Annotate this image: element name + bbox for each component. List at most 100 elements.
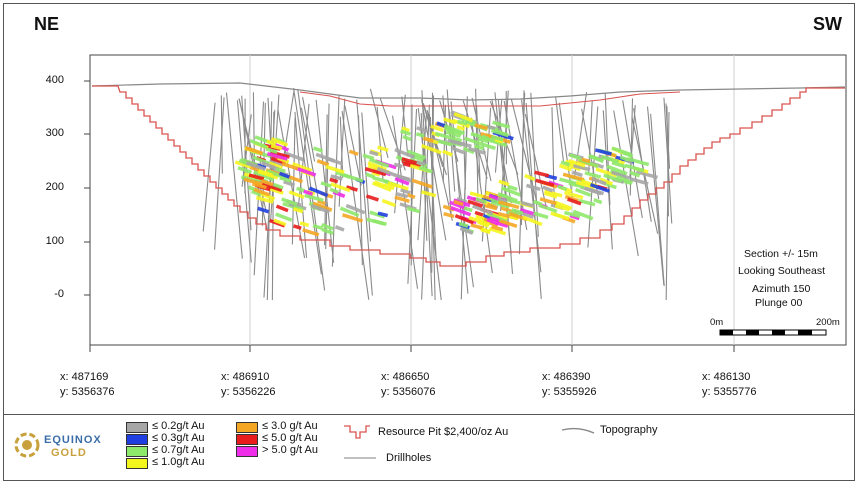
assay-interval [255, 195, 274, 204]
assay-interval [443, 117, 457, 125]
assay-interval [474, 123, 488, 131]
assay-interval [542, 185, 554, 193]
assay-interval [406, 149, 426, 160]
assay-interval [288, 190, 305, 199]
assay-interval [564, 190, 584, 200]
legend-panel [3, 414, 855, 482]
assay-interval [394, 147, 415, 159]
assay-interval [574, 187, 592, 197]
assay-interval [293, 224, 302, 230]
assay-interval [369, 210, 386, 219]
drillhole-trace [494, 92, 512, 255]
assay-interval [330, 182, 351, 193]
assay-interval [467, 199, 483, 208]
assay-interval [345, 203, 358, 212]
assay-interval [615, 175, 634, 185]
assay-interval [302, 228, 320, 237]
cross-section-plot [84, 54, 847, 352]
drillhole-trace [421, 104, 430, 300]
plot-border [89, 54, 847, 346]
legend-swatch-5 [236, 434, 258, 445]
assay-interval [595, 167, 618, 178]
coord-x-3: x: 486650 [381, 371, 430, 383]
legend-pit-label: Resource Pit $2,400/oz Au [378, 426, 509, 438]
assay-interval [372, 176, 390, 184]
drillhole-trace [369, 88, 389, 159]
assay-interval [498, 200, 520, 210]
y-tick-400: 400 [45, 74, 64, 86]
assay-interval [520, 200, 536, 208]
assay-interval [376, 166, 396, 177]
assay-interval [568, 181, 585, 189]
assay-interval [253, 187, 270, 197]
assay-interval [635, 169, 658, 180]
drillhole-trace [422, 104, 444, 168]
drillhole-trace [324, 114, 328, 246]
assay-interval [269, 218, 286, 228]
assay-interval [234, 160, 252, 169]
drillhole-trace [338, 98, 346, 207]
drillhole-trace [646, 106, 665, 286]
legend-swatch-4 [236, 422, 258, 433]
assay-interval [591, 177, 607, 186]
assay-interval [266, 139, 277, 146]
drillhole-trace [300, 107, 320, 203]
topography-legend-icon [561, 427, 595, 434]
assay-interval [365, 194, 379, 202]
assay-interval [342, 173, 364, 183]
assay-interval [401, 126, 411, 133]
coord-y-3: y: 5356076 [381, 386, 436, 398]
assay-interval [498, 179, 510, 187]
assay-interval [567, 197, 582, 206]
assay-interval [257, 206, 270, 214]
assay-interval [507, 184, 518, 192]
assay-interval [369, 150, 379, 157]
assay-interval [554, 204, 570, 212]
assay-interval [308, 186, 329, 198]
assay-interval [571, 170, 583, 178]
assay-interval [394, 195, 410, 204]
assay-interval [589, 182, 610, 193]
y-tick-300: 300 [45, 127, 64, 139]
assay-interval [491, 224, 504, 232]
assay-interval [406, 206, 421, 214]
assay-interval [430, 124, 444, 133]
assay-interval [237, 166, 253, 174]
assay-interval [295, 166, 317, 177]
topography-line [91, 82, 846, 101]
assay-interval [535, 178, 555, 188]
assay-interval [304, 193, 324, 202]
drillhole-trace [225, 92, 243, 259]
drillhole-trace [426, 110, 453, 221]
assay-interval [464, 136, 479, 145]
assay-interval [273, 218, 287, 227]
assay-interval [490, 200, 510, 209]
drillhole-trace [293, 88, 322, 275]
assay-interval [630, 177, 649, 186]
assay-interval [499, 219, 518, 228]
assay-interval [285, 151, 304, 162]
assay-interval [611, 160, 627, 169]
assay-interval [490, 135, 504, 142]
assay-interval [473, 144, 485, 151]
coord-x-2: x: 486910 [221, 371, 270, 383]
assay-interval [266, 151, 288, 161]
coord-y-5: y: 5355776 [702, 386, 757, 398]
assay-interval [468, 146, 487, 155]
assay-interval [450, 146, 465, 155]
assay-interval [400, 188, 411, 195]
coord-group-3: x: 486650 y: 5356076 [381, 370, 435, 400]
assay-interval [453, 199, 464, 207]
y-tick-200: 200 [45, 181, 64, 193]
drillhole-trace [633, 108, 652, 222]
assay-interval [273, 182, 284, 190]
assay-interval [445, 130, 462, 138]
assay-interval [462, 146, 475, 155]
assay-interval [453, 112, 474, 123]
assay-interval [246, 161, 266, 171]
assay-interval [251, 182, 267, 190]
assay-interval [522, 215, 543, 227]
coord-x-4: x: 486390 [542, 371, 591, 383]
assay-interval [249, 165, 260, 172]
assay-interval [310, 203, 331, 214]
